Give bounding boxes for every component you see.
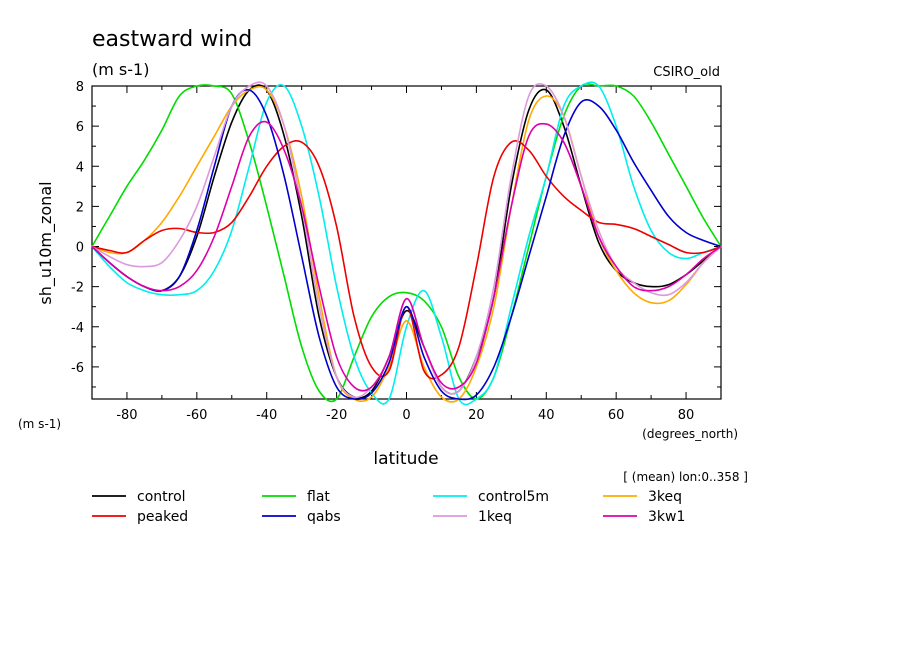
model-name: CSIRO_old xyxy=(653,65,720,80)
legend-label: 1keq xyxy=(478,509,512,525)
y-tick-label: -2 xyxy=(71,281,84,296)
subtitle-lon-range: [ (mean) lon:0..358 ] xyxy=(623,470,748,484)
legend-label: qabs xyxy=(307,509,341,525)
y-tick-label: 6 xyxy=(76,120,84,135)
x-tick-label: 20 xyxy=(468,408,485,423)
x-tick-label: 60 xyxy=(608,408,625,423)
x-tick-label: -60 xyxy=(186,408,207,423)
y-tick-label: -4 xyxy=(71,321,84,336)
y-axis-units: (m s-1) xyxy=(18,417,61,431)
series-line-flat xyxy=(91,83,722,403)
x-tick-label: -80 xyxy=(116,408,137,423)
y-tick-label: 8 xyxy=(76,80,84,95)
title-units: (m s-1) xyxy=(92,60,149,79)
x-tick-label: 40 xyxy=(538,408,555,423)
series-line-control xyxy=(91,84,722,399)
x-tick-label: -40 xyxy=(256,408,277,423)
chart-title: eastward wind xyxy=(92,27,252,52)
series-line-3keq xyxy=(91,85,722,403)
x-tick-label: -20 xyxy=(326,408,347,423)
legend-label: flat xyxy=(307,489,330,505)
series-line-3kw1 xyxy=(91,120,722,392)
y-tick-label: -6 xyxy=(71,361,84,376)
legend-label: peaked xyxy=(137,509,188,525)
x-tick-label: 80 xyxy=(678,408,695,423)
series-lines xyxy=(91,81,722,406)
y-tick-label: 4 xyxy=(76,160,84,175)
legend: control flat control5m 3keq peaked qabs 1keq 3k… xyxy=(92,489,685,525)
legend-label: 3keq xyxy=(648,489,682,505)
legend-label: 3kw1 xyxy=(648,509,685,525)
series-line-control5m xyxy=(91,81,722,406)
y-tick-label: 2 xyxy=(76,200,84,215)
series-line-qabs xyxy=(91,88,722,401)
y-tick-label: 0 xyxy=(76,241,84,256)
x-axis-label: latitude xyxy=(373,449,438,469)
plot-frame xyxy=(91,85,722,400)
legend-label: control5m xyxy=(478,489,549,505)
y-axis-label: sh_u10m_zonal xyxy=(36,181,56,304)
series-line-1keq xyxy=(91,81,722,399)
x-tick-label: 0 xyxy=(402,408,410,423)
legend-label: control xyxy=(137,489,186,505)
x-axis-units: (degrees_north) xyxy=(642,427,738,441)
